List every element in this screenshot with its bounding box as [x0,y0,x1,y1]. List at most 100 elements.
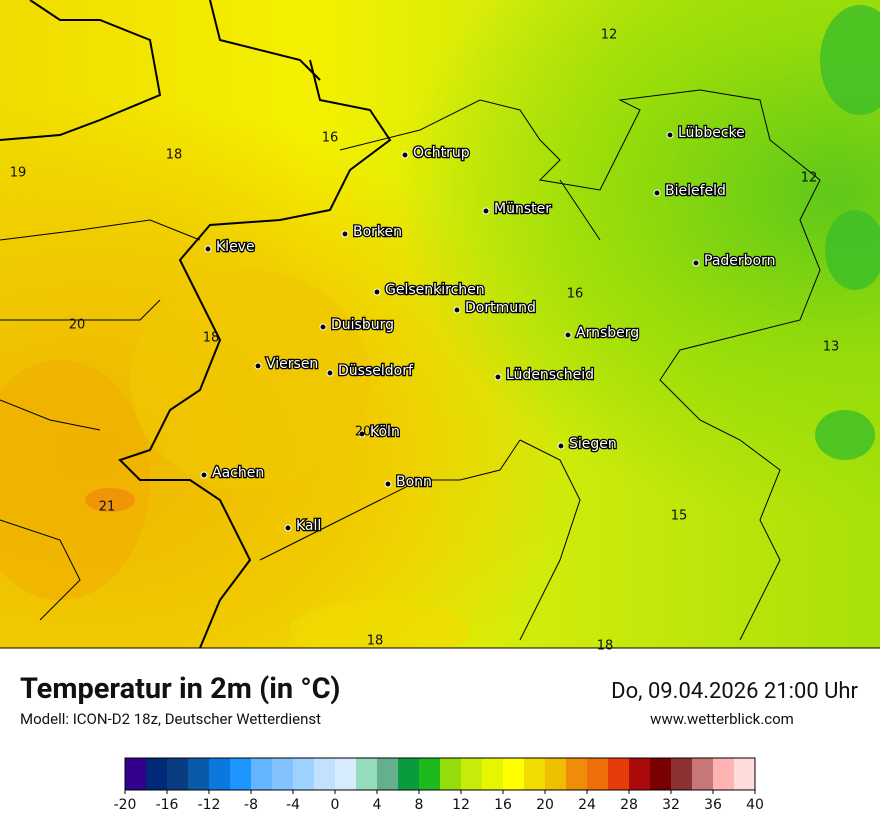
city-label: Lübbecke [678,125,745,141]
city-dot [204,245,212,253]
colorbar-tick-label: -8 [244,797,258,813]
colorbar-frame [124,757,756,791]
colorbar-tick-label: 28 [620,797,638,813]
colorbar-tick-label: 4 [373,797,382,813]
contour-label: 16 [322,131,339,146]
cities: Lübbecke Ochtrup Bielefeld Münster Borken Kle… [200,124,777,535]
city-dot [284,524,292,532]
website: www.wetterblick.com [650,710,794,728]
city-dot [557,442,565,450]
city-dot [692,259,700,267]
colorbar-tick-label: 24 [578,797,596,813]
map [0,0,880,648]
colorbar-bin [566,758,588,790]
contour-label: 18 [597,639,614,654]
title: Temperatur in 2m (in °C) [20,672,340,706]
city-label: Lüdenscheid [506,367,594,383]
colorbar-bin [461,758,483,790]
city-label: Arnsberg [576,325,639,341]
city-dot [564,331,572,339]
colorbar-tick-label: 20 [536,797,554,813]
contour-label: 16 [567,287,584,302]
contour-label: 13 [823,340,840,355]
colorbar-tick-label: -20 [114,797,137,813]
colorbar-bin [398,758,420,790]
contour-label: 20 [355,425,372,440]
colorbar-tick-label: 40 [746,797,764,813]
contour-label: 19 [10,166,27,181]
city-dot [254,362,262,370]
colorbar-bin [419,758,441,790]
city-label: Duisburg [331,317,394,333]
colorbar-bin [251,758,273,790]
city-dot [401,151,409,159]
map-labels: 12 16 18 19 12 16 20 18 13 20 21 15 18 18 [10,28,840,654]
contour-label: 18 [203,331,220,346]
city-dot [494,373,502,381]
city-label: Bonn [396,474,432,490]
colorbar-bin [377,758,399,790]
colorbar-bin [356,758,378,790]
colorbar-tick-label: 8 [415,797,424,813]
colorbar-tick-label: -16 [156,797,179,813]
colorbar-tick-label: -4 [286,797,300,813]
contour-label: 12 [801,171,818,186]
colorbar: -20 -16 -12 -8 -4 0 4 8 12 16 20 24 28 32 36 40 [114,757,764,813]
city-dot [326,369,334,377]
colorbar-bin [608,758,630,790]
colorbar-bin [692,758,714,790]
colorbar-bin [482,758,504,790]
colorbar-tick-label: 32 [662,797,680,813]
colorbar-bin [503,758,525,790]
city-label: Ochtrup [413,145,470,161]
colorbar-tick-label: -12 [198,797,221,813]
city-label: Aachen [212,465,264,481]
city-label: Siegen [569,436,617,452]
colorbar-bin [314,758,336,790]
city-label: Köln [370,424,400,440]
city-dot [482,207,490,215]
city-label: Düsseldorf [338,363,414,379]
colorbar-bin [587,758,609,790]
city-label: Dortmund [465,300,536,316]
city-dot [319,323,327,331]
subtitle: Modell: ICON-D2 18z, Deutscher Wetterdie… [20,710,321,728]
city-label: Kall [296,518,321,534]
colorbar-tick-label: 0 [331,797,340,813]
city-dot [373,288,381,296]
city-dot [666,131,674,139]
colorbar-tick-label: 16 [494,797,512,813]
city-label: Münster [494,201,551,217]
colorbar-bin [545,758,567,790]
contour-label: 20 [69,318,86,333]
colorbar-bin [335,758,357,790]
colorbar-bin [734,758,756,790]
contour-label: 18 [166,148,183,163]
contour-label: 18 [367,634,384,649]
colorbar-bin [188,758,210,790]
colorbar-bin [524,758,546,790]
contour-label: 12 [601,28,618,43]
city-dot [200,471,208,479]
city-dot [341,230,349,238]
city-label: Gelsenkirchen [385,282,485,298]
city-dot [358,430,366,438]
city-dot [384,480,392,488]
datetime: Do, 09.04.2026 21:00 Uhr [611,679,858,704]
contour-label: 21 [99,500,116,515]
colorbar-bin [293,758,315,790]
city-label: Borken [353,224,402,240]
colorbar-bin [230,758,252,790]
colorbar-bin [146,758,168,790]
city-label: Kleve [216,239,255,255]
colorbar-bin [671,758,693,790]
colorbar-bin [713,758,735,790]
colorbar-bin [440,758,462,790]
city-dot [453,306,461,314]
colorbar-tick-label: 36 [704,797,722,813]
city-label: Paderborn [704,253,775,269]
colorbar-bin [125,758,147,790]
colorbar-tick-label: 12 [452,797,470,813]
colorbar-bin [209,758,231,790]
